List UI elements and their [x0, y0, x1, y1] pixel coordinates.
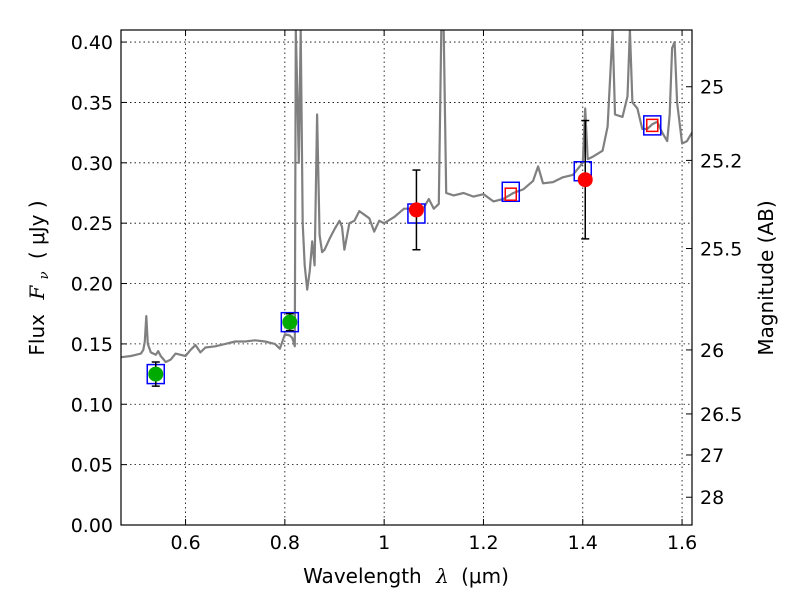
- plot-area: [121, 30, 692, 387]
- model-box-3: [501, 181, 521, 203]
- grid-lines: [121, 30, 692, 525]
- spectrum-line: [121, 30, 692, 364]
- y-tick-label-3: 0.15: [71, 334, 113, 356]
- data-point-5: [646, 118, 659, 133]
- x-tick-label-0: 0.6: [170, 532, 200, 554]
- data-point-3: [504, 187, 518, 201]
- x-tick-label-4: 1.4: [568, 532, 598, 554]
- x-axis-label-main: Wavelength: [303, 564, 422, 588]
- y-axis-subscript: ν: [37, 271, 52, 279]
- y-tick-label-4: 0.20: [71, 274, 113, 296]
- x-tick-label-2: 1: [378, 532, 390, 554]
- x-axis-units: (μm): [461, 564, 509, 588]
- x-tick-label-5: 1.6: [667, 532, 697, 554]
- x-tick-label-1: 0.8: [270, 532, 300, 554]
- y-tick-label-1: 0.05: [71, 455, 113, 477]
- y-tick-label-5: 0.25: [71, 213, 113, 235]
- y-axis-symbol: F: [25, 285, 49, 301]
- plot-frame: [120, 29, 693, 526]
- mag-tick-label-4: 26.5: [700, 404, 742, 426]
- y-tick-label-0: 0.00: [71, 515, 113, 537]
- data-point-0: [148, 366, 164, 382]
- y-axis-label: Flux F ν ( μJy ): [25, 200, 53, 355]
- x-axis-label: Wavelength λ (μm): [303, 564, 509, 588]
- y2-axis-label: Magnitude (AB): [754, 200, 778, 355]
- mag-tick-label-3: 26: [700, 340, 724, 362]
- y-tick-label-6: 0.30: [71, 153, 113, 175]
- model-box-5: [643, 115, 662, 136]
- mag-tick-label-1: 25.2: [700, 150, 742, 172]
- mag-tick-label-5: 27: [700, 445, 724, 467]
- y-axis-label-main: Flux: [25, 314, 49, 356]
- y-tick-label-7: 0.35: [71, 92, 113, 114]
- y-tick-label-2: 0.10: [71, 394, 113, 416]
- data-point-1: [282, 314, 298, 330]
- y-axis-units: ( μJy ): [25, 200, 49, 259]
- y-tick-label-8: 0.40: [71, 32, 113, 54]
- mag-tick-label-6: 28: [700, 487, 724, 509]
- data-point-4: [577, 172, 593, 188]
- model-box-1: [280, 311, 300, 333]
- x-axis-lambda: λ: [435, 564, 449, 588]
- mag-tick-label-0: 25: [700, 77, 724, 99]
- axes: 0.6 0.8 1 1.2 1.4 1.6 0.00 0.05 0.10 0.15 0.20 0.25…: [71, 30, 742, 554]
- data-point-2: [408, 202, 424, 218]
- x-tick-label-3: 1.2: [468, 532, 498, 554]
- mag-tick-label-2: 25.5: [700, 239, 742, 261]
